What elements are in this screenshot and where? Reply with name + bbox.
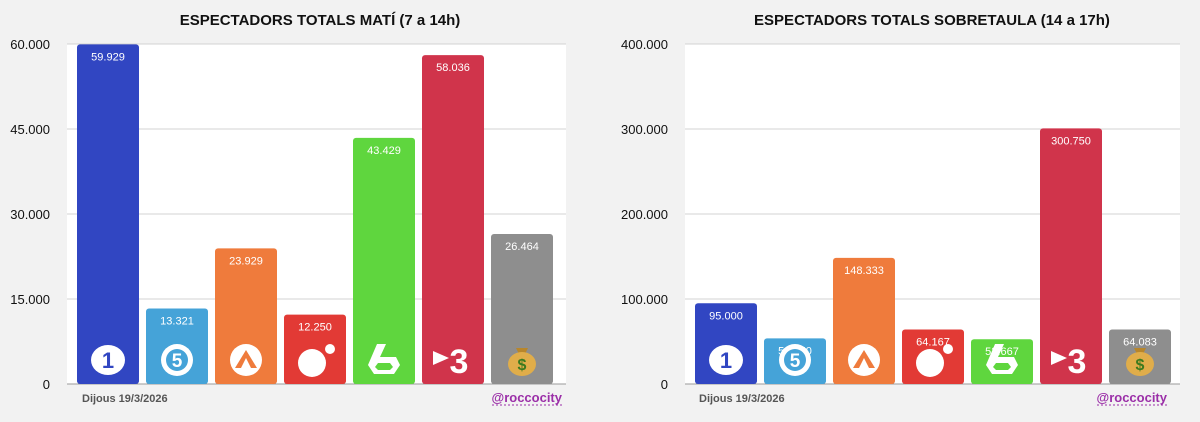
bar bbox=[422, 55, 484, 384]
cuatro-logo-icon bbox=[916, 344, 953, 377]
svg-text:$: $ bbox=[1136, 357, 1145, 374]
svg-text:$: $ bbox=[518, 357, 527, 374]
y-tick-label: 0 bbox=[661, 377, 668, 392]
lasexta-logo-icon bbox=[368, 344, 400, 374]
bar bbox=[77, 44, 139, 384]
y-tick-label: 300.000 bbox=[621, 122, 668, 137]
telecinco-logo-icon: 5 bbox=[779, 344, 811, 376]
telecinco-logo-icon: 5 bbox=[161, 344, 193, 376]
chart-panel-2: ESPECTADORS TOTALS SOBRETAULA (14 a 17h)… bbox=[621, 12, 1180, 406]
bar bbox=[833, 257, 895, 384]
money-bag-icon: $ bbox=[508, 348, 536, 376]
la1-logo-icon: 1 bbox=[709, 345, 743, 375]
bar-group-telecinco: 53.7505 bbox=[764, 338, 826, 384]
svg-text:1: 1 bbox=[102, 348, 114, 373]
bar-value-label: 95.000 bbox=[709, 310, 743, 322]
bar-value-label: 13.321 bbox=[160, 316, 194, 328]
bar bbox=[491, 234, 553, 384]
bar-group-telecinco: 13.321 5 bbox=[146, 308, 208, 384]
y-tick-label: 45.000 bbox=[10, 122, 50, 137]
lasexta-logo-icon bbox=[986, 344, 1018, 374]
bar-group-antena-3: 23.929 bbox=[215, 248, 277, 384]
chart-panel-1: ESPECTADORS TOTALS MATÍ (7 a 14h) 0 15.000… bbox=[10, 12, 566, 406]
money-bag-icon: $ bbox=[1126, 348, 1154, 376]
tv3-logo-icon: 3 bbox=[1051, 343, 1086, 381]
svg-text:5: 5 bbox=[790, 351, 801, 372]
bar-group-antena-3: 148.333 bbox=[833, 257, 895, 384]
bar-group-cuatro: 64.167 bbox=[902, 329, 964, 384]
bar-group-tv3: 58.036 3 bbox=[422, 55, 484, 384]
bar-group-tv3: 300.750 3 bbox=[1040, 128, 1102, 384]
y-tick-label: 60.000 bbox=[10, 37, 50, 52]
y-tick-label: 200.000 bbox=[621, 207, 668, 222]
antena3-logo-icon bbox=[230, 344, 262, 376]
chart-title: ESPECTADORS TOTALS SOBRETAULA (14 a 17h) bbox=[754, 12, 1110, 29]
bar-value-label: 58.036 bbox=[436, 62, 470, 74]
y-tick-label: 30.000 bbox=[10, 207, 50, 222]
y-tick-label: 100.000 bbox=[621, 292, 668, 307]
bar bbox=[353, 137, 415, 384]
cuatro-logo-icon bbox=[298, 344, 335, 377]
bar-group-la-1: 59.929 1 bbox=[77, 44, 139, 384]
bar-group-cuatro: 12.250 bbox=[284, 314, 346, 384]
bar-value-label: 148.333 bbox=[844, 265, 884, 277]
footer-date: Dijous 19/3/2026 bbox=[82, 393, 168, 405]
bar-value-label: 12.250 bbox=[298, 322, 332, 334]
y-tick-label: 0 bbox=[43, 377, 50, 392]
tv3-logo-icon: 3 bbox=[433, 343, 468, 381]
bar-group-others: 64.083 $ bbox=[1109, 329, 1171, 384]
bar-value-label: 26.464 bbox=[505, 241, 539, 253]
la1-logo-icon: 1 bbox=[91, 345, 125, 375]
footer-handle: @roccocity bbox=[1097, 390, 1168, 405]
y-tick-label: 400.000 bbox=[621, 37, 668, 52]
bar-group-la-1: 95.000 1 bbox=[695, 303, 757, 384]
bar-group-others: 26.464 $ bbox=[491, 234, 553, 384]
bar-value-label: 64.083 bbox=[1123, 337, 1157, 349]
bar-value-label: 23.929 bbox=[229, 255, 263, 267]
footer-date: Dijous 19/3/2026 bbox=[699, 393, 785, 405]
bar-group-lasexta: 52.667 bbox=[971, 339, 1033, 384]
svg-text:3: 3 bbox=[1068, 343, 1087, 381]
bar bbox=[215, 248, 277, 384]
footer-handle: @roccocity bbox=[492, 390, 563, 405]
bar-value-label: 64.167 bbox=[916, 336, 950, 348]
antena3-logo-icon bbox=[848, 344, 880, 376]
bar-value-label: 59.929 bbox=[91, 51, 125, 63]
bar-group-lasexta: 43.429 bbox=[353, 137, 415, 384]
y-tick-label: 15.000 bbox=[10, 292, 50, 307]
bar bbox=[1040, 128, 1102, 384]
svg-text:1: 1 bbox=[720, 348, 732, 373]
svg-text:5: 5 bbox=[172, 351, 183, 372]
bar-value-label: 300.750 bbox=[1051, 135, 1091, 147]
svg-text:3: 3 bbox=[450, 343, 469, 381]
bar-value-label: 43.429 bbox=[367, 145, 401, 157]
chart-title: ESPECTADORS TOTALS MATÍ (7 a 14h) bbox=[180, 12, 461, 29]
